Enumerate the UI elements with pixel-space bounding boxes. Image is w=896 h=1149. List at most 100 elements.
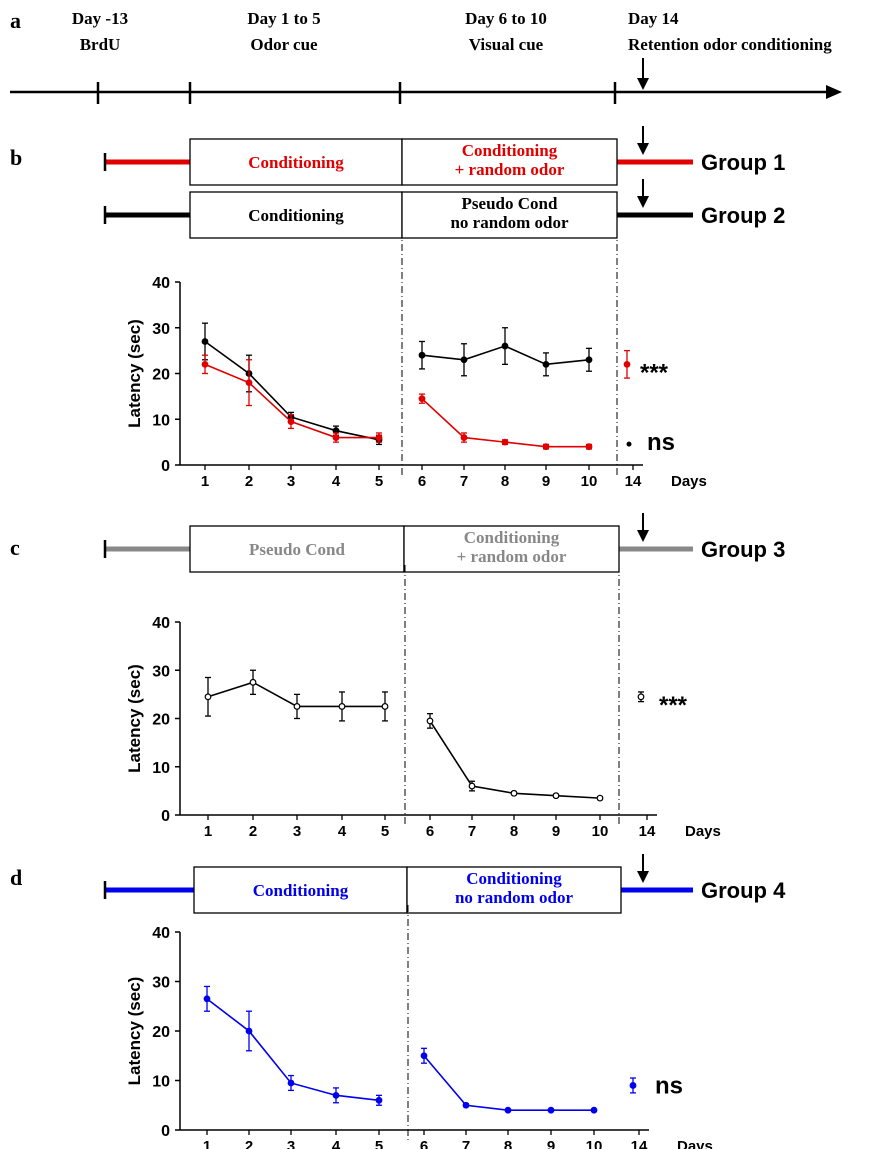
data-point <box>418 351 426 359</box>
x-axis-label: Days <box>671 473 707 490</box>
x-tick-label: 5 <box>381 823 389 840</box>
protocol-box-phase1 <box>189 191 403 239</box>
series-line <box>423 1055 594 1111</box>
protocol-phase2-sublabel: no random odor <box>455 888 574 907</box>
x-axis-label: Days <box>677 1138 713 1149</box>
data-point <box>332 434 340 441</box>
x-tick-label: 5 <box>375 473 383 490</box>
x-tick-label: 2 <box>245 1138 253 1149</box>
protocol-phase2-sublabel: + random odor <box>455 160 565 179</box>
x-tick-label: 8 <box>504 1138 512 1149</box>
data-point <box>542 443 550 451</box>
y-tick-label: 40 <box>152 275 170 292</box>
x-tick-label: 14 <box>631 1138 648 1149</box>
y-tick-label: 20 <box>152 1024 170 1041</box>
x-tick-label: 7 <box>462 1138 470 1149</box>
data-point <box>460 434 468 441</box>
x-tick-label: 8 <box>510 823 518 840</box>
protocol-box-phase2 <box>401 191 618 239</box>
data-point <box>585 356 593 364</box>
x-tick-label: 9 <box>552 823 560 840</box>
protocol-phase1-label: Conditioning <box>253 881 349 900</box>
x-tick-label: 10 <box>581 473 598 490</box>
data-point <box>375 434 383 441</box>
protocol-phase2-label: Conditioning <box>464 528 560 547</box>
x-tick-label: 1 <box>201 473 209 490</box>
y-tick-label: 10 <box>152 760 170 777</box>
panel-label-d: d <box>10 865 22 890</box>
y-tick-label: 10 <box>152 1074 170 1091</box>
group-label: Group 1 <box>701 150 785 175</box>
data-point <box>418 395 426 403</box>
data-point <box>596 794 604 802</box>
x-tick-label: 10 <box>586 1138 603 1149</box>
y-tick-label: 20 <box>152 712 170 729</box>
protocol-phase1-label: Conditioning <box>248 153 344 172</box>
timeline-event-label: Visual cue <box>469 35 544 54</box>
panel-label-b: b <box>10 145 22 170</box>
y-tick-label: 30 <box>152 663 170 680</box>
data-point <box>375 1096 383 1104</box>
x-tick-label: 6 <box>420 1138 428 1149</box>
y-tick-label: 20 <box>152 367 170 384</box>
data-point <box>204 693 212 701</box>
data-point <box>293 703 301 710</box>
group-label: Group 2 <box>701 203 785 228</box>
x-axis-label: Days <box>685 823 721 840</box>
x-tick-label: 1 <box>203 1138 211 1149</box>
retention-arrowhead <box>637 196 649 208</box>
data-point <box>287 418 295 425</box>
timeline-event-label: Odor cue <box>250 35 318 54</box>
timeline-event-label: Retention odor conditioning <box>628 35 832 54</box>
data-point <box>287 1079 295 1087</box>
x-tick-label: 4 <box>332 1138 341 1149</box>
x-tick-label: 14 <box>625 473 642 490</box>
x-tick-label: 7 <box>468 823 476 840</box>
x-tick-label: 9 <box>547 1138 555 1149</box>
protocol-phase2-label: Conditioning <box>466 869 562 888</box>
y-tick-label: 0 <box>161 1123 170 1140</box>
x-tick-label: 4 <box>332 473 341 490</box>
series-line <box>204 340 380 441</box>
timeline-arrowhead <box>826 85 842 99</box>
panel-label-c: c <box>10 535 20 560</box>
data-point <box>201 360 209 368</box>
data-point <box>501 342 509 350</box>
data-point <box>542 360 550 368</box>
x-tick-label: 3 <box>287 1138 295 1149</box>
x-tick-label: 14 <box>639 823 656 840</box>
y-tick-label: 30 <box>152 975 170 992</box>
retention-arrowhead <box>637 871 649 883</box>
retention-arrowhead <box>637 530 649 542</box>
group-label: Group 3 <box>701 537 785 562</box>
protocol-box-phase2 <box>401 138 618 186</box>
data-point <box>460 356 468 364</box>
y-tick-label: 0 <box>161 458 170 475</box>
panel-label-a: a <box>10 8 21 33</box>
protocol-box-phase2 <box>403 525 620 573</box>
x-tick-label: 3 <box>293 823 301 840</box>
retention-point <box>626 441 632 447</box>
x-tick-label: 6 <box>426 823 434 840</box>
data-point <box>338 703 346 710</box>
y-axis-label: Latency (sec) <box>125 977 144 1086</box>
x-tick-label: 3 <box>287 473 295 490</box>
data-point <box>510 789 518 797</box>
data-point <box>381 703 389 710</box>
retention-point <box>637 693 645 701</box>
group-label: Group 4 <box>701 878 786 903</box>
significance-ns: ns <box>647 429 675 456</box>
y-tick-label: 0 <box>161 808 170 825</box>
timeline-event-day: Day 6 to 10 <box>465 9 547 28</box>
data-point <box>332 1091 340 1099</box>
protocol-phase1-label: Pseudo Cond <box>249 540 345 559</box>
retention-arrowhead <box>637 143 649 155</box>
data-point <box>590 1106 598 1114</box>
series-line <box>204 363 379 439</box>
y-axis-label: Latency (sec) <box>125 319 144 428</box>
data-point <box>552 792 560 800</box>
y-axis-label: Latency (sec) <box>125 664 144 773</box>
x-tick-label: 2 <box>249 823 257 840</box>
protocol-phase2-label: Pseudo Cond <box>462 194 558 213</box>
